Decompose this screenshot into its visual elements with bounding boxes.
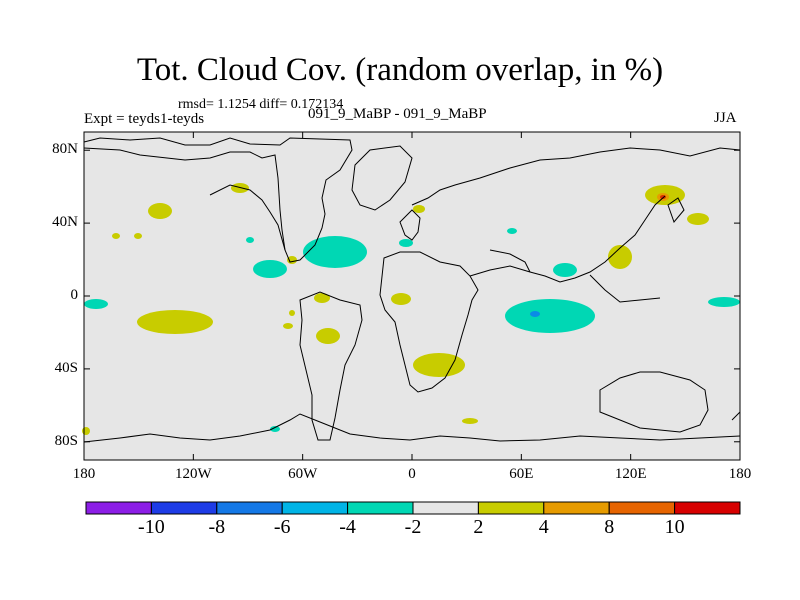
x-tick-label: 0 [408,466,416,482]
colorbar-swatch [543,501,610,515]
anomaly-patch [399,239,413,247]
coastline-japan [667,197,685,223]
anomaly-patch [246,237,254,243]
anomaly-patch [84,299,108,309]
x-tick-label: 180 [72,466,96,482]
colorbar-swatch [608,501,676,515]
colorbar-swatch [674,501,741,515]
coastline-eurasia-south [469,195,666,283]
colorbar-label: -2 [404,516,422,538]
anomaly-patch [687,213,709,225]
anomaly-patch [708,297,740,307]
anomaly-patch [303,236,367,268]
colorbar-swatch [477,501,545,515]
anomaly-patch [314,293,330,303]
case-name: 091_9_MaBP - 091_9_MaBP [308,106,487,122]
anomaly-patch [112,233,120,239]
x-tick-label: 60W [288,466,318,482]
coastline-australia [599,371,709,433]
coastline-north-america-west [209,184,286,251]
anomaly-patch [413,353,465,377]
anomaly-patch [530,311,540,317]
anomaly-patch [283,323,293,329]
y-tick-label: 80N [52,141,78,158]
colorbar-swatch [347,501,414,515]
plot-title: Tot. Cloud Cov. (random overlap, in %) [136,52,664,88]
map-background [84,132,740,460]
anomaly-patch [82,427,90,435]
season-label: JJA [714,110,737,126]
y-tick-label: 40S [54,359,78,376]
anomaly-patch [134,233,142,239]
colorbar-swatch [412,501,479,515]
anomaly-patch [253,260,287,278]
colorbar-label: -10 [138,516,165,538]
stats-text: rmsd= 1.1254 diff= 0.172134 [178,97,344,112]
experiment-label: Expt = teyds1-teyds [84,111,205,127]
anomaly-patch [316,328,340,344]
coastline-north-america [83,137,353,263]
anomaly-patch [270,426,280,432]
colorbar-swatch [216,501,283,515]
colorbar-label: 10 [664,516,685,538]
colorbar-label: 2 [473,516,484,538]
colorbar-label: -4 [339,516,356,538]
anomaly-patch [462,418,478,424]
colorbar-label: 8 [604,516,615,538]
colorbar-label: 4 [538,516,549,538]
colorbar-label: -8 [208,516,226,538]
x-tick-label: 120W [174,466,212,482]
x-tick-label: 60E [509,466,534,482]
colorbar-swatch [85,501,152,515]
coastline-antarctica [83,413,741,443]
coastline-south-america [299,291,363,441]
anomaly-patch [608,245,632,269]
anomaly-patch [289,310,295,316]
anomaly-patch [391,293,411,305]
x-tick-label: 120E [614,466,647,482]
anomaly-patch [507,228,517,234]
anomaly-patch [148,203,172,219]
axis-ticks [83,132,741,460]
colorbar-swatch [150,501,218,515]
y-tick-label: 0 [70,287,79,303]
coastline-arabia [489,249,531,273]
y-tick-label: 80S [54,432,78,449]
colorbar [85,501,741,515]
x-tick-label: 180 [728,466,752,482]
coastlines [83,137,741,443]
anomaly-patch [553,263,577,277]
coastline-southeast-asia [589,274,661,303]
colorbar-label: -6 [273,516,291,538]
coastline-eurasia-north [411,147,741,206]
coastline-iberia [399,209,421,241]
anomaly-patch [505,299,595,333]
anomaly-patch [137,310,213,334]
coastline-greenland [351,145,413,211]
coastline-africa [379,251,479,393]
coastline-new-zealand [731,411,741,421]
anomaly-patch [413,205,425,213]
colorbar-swatch [281,501,349,515]
y-tick-label: 40N [52,214,78,231]
